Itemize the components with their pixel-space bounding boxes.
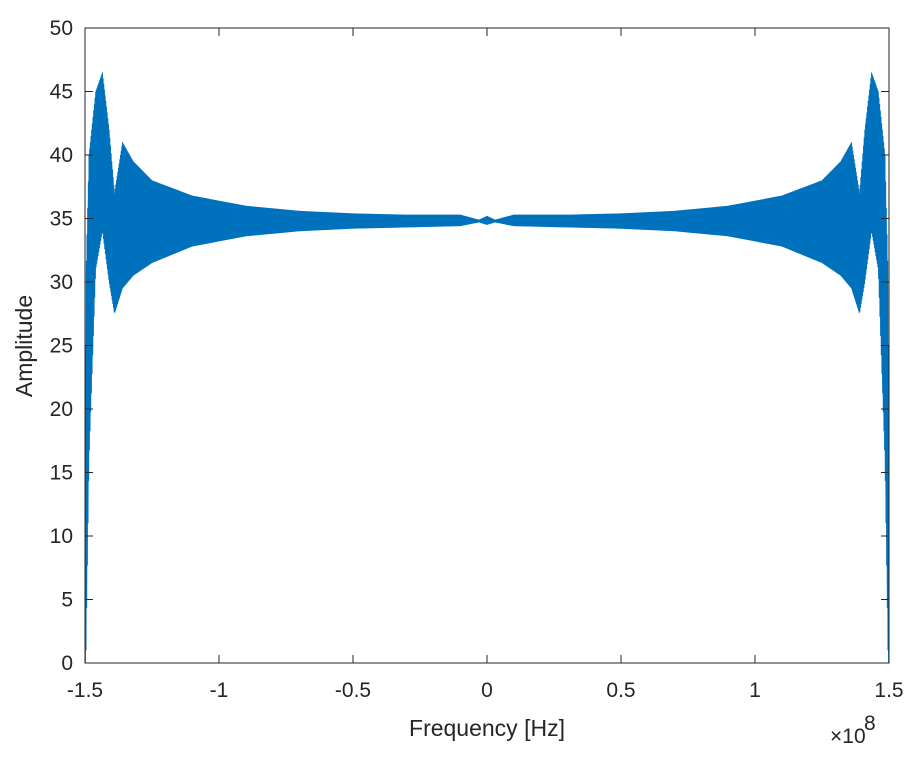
x-axis-label: Frequency [Hz]: [409, 715, 565, 741]
y-tick-label: 30: [50, 271, 73, 294]
series-envelope: [85, 72, 889, 663]
y-tick-label: 0: [61, 652, 73, 675]
y-tick-label: 40: [50, 144, 73, 167]
y-tick-label: 45: [50, 81, 73, 104]
x-tick-label: -1.5: [67, 679, 103, 702]
x-tick-label: 1.5: [874, 679, 903, 702]
y-axis-label: Amplitude: [11, 295, 37, 397]
ticks-layer: -1.5 -1 -0.5 0 0.5 1 1.5 0 5 10 15 20 25 30 35 40 45 50: [50, 17, 904, 702]
y-tick-label: 20: [50, 398, 73, 421]
y-tick-label: 35: [50, 208, 73, 231]
series-layer: [84, 72, 890, 664]
x-tick-label: 0.5: [606, 679, 635, 702]
plot-background: [85, 28, 889, 663]
x-tick-label: 0: [481, 679, 493, 702]
y-tick-label: 25: [50, 335, 73, 358]
x-tick-label: -1: [210, 679, 229, 702]
x-tick-label: -0.5: [335, 679, 371, 702]
y-tick-label: 10: [50, 525, 73, 548]
series-line: [84, 72, 890, 664]
y-tick-label: 5: [61, 589, 73, 612]
y-tick-label: 50: [50, 17, 73, 40]
x-tick-label: 1: [749, 679, 761, 702]
x-exponent-power: 8: [864, 712, 876, 735]
x-exponent-label: ×10: [830, 725, 866, 748]
y-tick-label: 15: [50, 462, 73, 485]
